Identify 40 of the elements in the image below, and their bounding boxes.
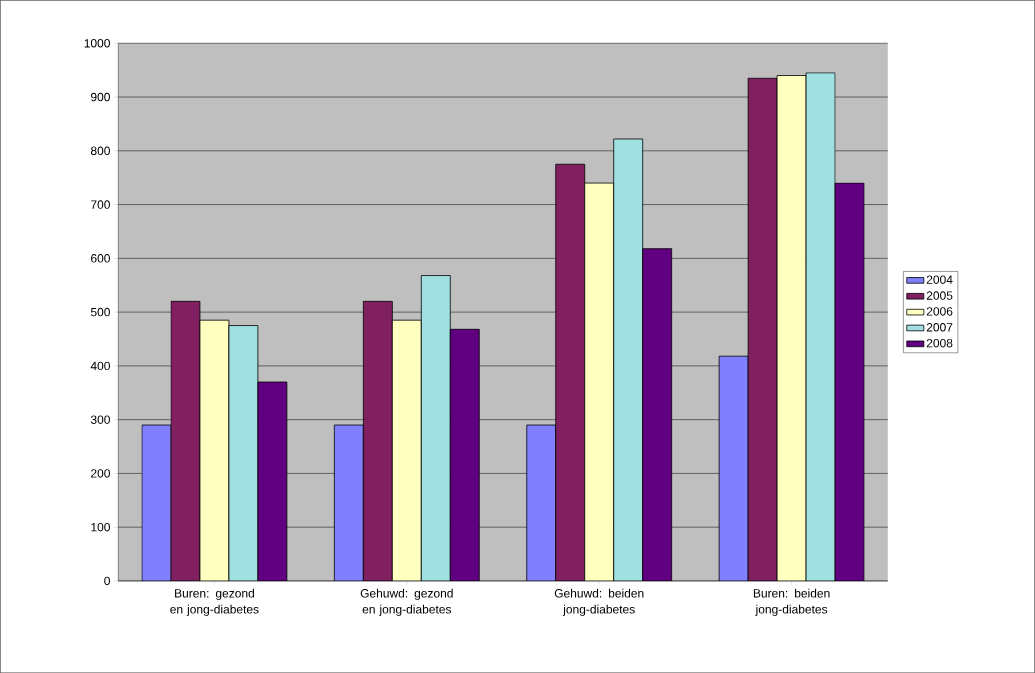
bar	[141, 424, 171, 581]
y-tick-label: 800	[90, 146, 110, 155]
bar	[391, 319, 422, 581]
x-tick-label: Buren: beiden jong-diabetes	[753, 588, 830, 616]
bar	[170, 301, 200, 581]
bar	[333, 424, 364, 581]
legend-label: 2005	[926, 291, 953, 300]
bar	[228, 325, 258, 581]
y-tick-label: 400	[90, 361, 110, 371]
bar	[584, 182, 615, 581]
y-tick-label: 600	[91, 254, 110, 263]
bar	[613, 138, 644, 581]
bar	[555, 163, 586, 581]
bar	[257, 381, 287, 581]
legend-label: 2006	[926, 307, 953, 316]
legend-label: 2007	[926, 322, 953, 332]
bar	[805, 72, 836, 581]
y-tick-label: 700	[91, 200, 110, 209]
bar	[642, 248, 673, 581]
y-tick-label: 300	[90, 415, 110, 424]
bar	[449, 328, 480, 581]
y-tick-label: 200	[91, 469, 110, 478]
y-tick-label: 1000	[84, 38, 110, 48]
bar	[776, 75, 807, 581]
x-tick-label: Gehuwd: beiden jong-diabetes	[554, 588, 644, 616]
y-tick-label: 500	[90, 307, 110, 317]
y-tick-label: 100	[91, 522, 110, 532]
bar	[718, 355, 749, 581]
bar	[199, 320, 229, 581]
legend-label: 2008	[926, 338, 953, 348]
y-tick-label: 0	[104, 576, 110, 586]
bar	[420, 275, 451, 581]
legend-label: 2004	[926, 275, 953, 284]
bar	[362, 300, 393, 581]
x-tick-label: Buren: gezond en jong-diabetes	[170, 588, 259, 616]
bar	[834, 182, 865, 581]
y-tick-label: 900	[90, 92, 110, 102]
bar	[526, 424, 557, 581]
x-tick-label: Gehuwd: gezond en jong-diabetes	[360, 588, 453, 616]
bar	[747, 77, 778, 581]
